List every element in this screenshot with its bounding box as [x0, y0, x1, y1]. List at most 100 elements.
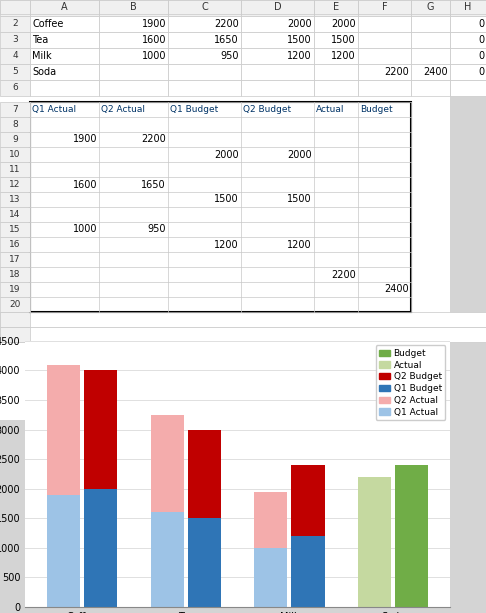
Bar: [314, 0, 358, 16]
Bar: [168, 80, 241, 96]
Bar: [0, 192, 30, 207]
Text: Q1 Actual: Q1 Actual: [32, 105, 76, 114]
Text: 1600: 1600: [72, 180, 97, 189]
Text: Budget: Budget: [413, 3, 448, 13]
Text: 1: 1: [12, 4, 18, 12]
Bar: [99, 64, 168, 80]
Bar: [47, 495, 80, 607]
Text: 1650: 1650: [214, 35, 239, 45]
Bar: [358, 32, 411, 48]
Bar: [358, 80, 411, 96]
Bar: [0, 16, 30, 32]
Text: E: E: [333, 2, 339, 12]
Bar: [241, 0, 314, 14]
Text: 1650: 1650: [141, 180, 166, 189]
Bar: [47, 365, 80, 495]
Bar: [450, 16, 486, 32]
Bar: [84, 489, 117, 607]
Text: 5: 5: [12, 67, 18, 77]
Bar: [314, 0, 358, 14]
Text: 4: 4: [12, 51, 18, 61]
Text: 2400: 2400: [384, 284, 409, 294]
Text: B: B: [130, 2, 137, 12]
Bar: [0, 282, 30, 297]
Bar: [241, 16, 314, 32]
Text: 1500: 1500: [287, 194, 312, 205]
Text: 1200: 1200: [214, 240, 239, 249]
Bar: [30, 0, 99, 16]
Text: Actual: Actual: [360, 3, 391, 13]
Bar: [84, 370, 117, 489]
Text: Q2 Budget: Q2 Budget: [243, 105, 291, 114]
Bar: [188, 430, 221, 518]
Bar: [241, 48, 314, 64]
Text: Axis: Axis: [452, 3, 472, 13]
Bar: [411, 0, 450, 14]
Bar: [450, 0, 486, 613]
Bar: [241, 64, 314, 80]
Text: 9: 9: [12, 135, 18, 144]
Text: 1000: 1000: [141, 51, 166, 61]
Text: 12: 12: [9, 180, 21, 189]
Text: 1600: 1600: [141, 35, 166, 45]
Bar: [99, 0, 168, 14]
Text: Q1 Budget: Q1 Budget: [170, 105, 218, 114]
Text: Q1 Actual: Q1 Actual: [101, 3, 149, 13]
Text: 15: 15: [9, 225, 21, 234]
Bar: [0, 267, 30, 282]
Bar: [0, 0, 486, 420]
Bar: [292, 536, 325, 607]
Bar: [254, 548, 287, 607]
Text: Actual: Actual: [316, 105, 345, 114]
Text: 2000: 2000: [287, 19, 312, 29]
Text: 7: 7: [12, 105, 18, 114]
Text: C: C: [201, 2, 208, 12]
Bar: [241, 32, 314, 48]
Bar: [0, 102, 30, 117]
Bar: [292, 465, 325, 536]
Text: Tea: Tea: [32, 35, 48, 45]
Bar: [30, 64, 99, 80]
Bar: [168, 0, 241, 16]
Text: 1500: 1500: [214, 194, 239, 205]
Text: Coffee: Coffee: [32, 19, 63, 29]
Text: A: A: [61, 2, 68, 12]
Text: 14: 14: [9, 210, 21, 219]
Text: 0: 0: [478, 51, 484, 61]
Bar: [99, 48, 168, 64]
Bar: [0, 48, 30, 64]
Bar: [411, 64, 450, 80]
Bar: [0, 327, 486, 342]
Text: 0: 0: [478, 35, 484, 45]
Bar: [0, 252, 30, 267]
Text: G: G: [427, 2, 434, 12]
Text: 2200: 2200: [214, 19, 239, 29]
Text: 1200: 1200: [287, 51, 312, 61]
Bar: [30, 80, 99, 96]
Text: 2200: 2200: [384, 67, 409, 77]
Bar: [411, 16, 450, 32]
Bar: [99, 32, 168, 48]
Bar: [0, 312, 486, 327]
Bar: [450, 64, 486, 80]
Text: 17: 17: [9, 255, 21, 264]
Text: 2: 2: [12, 20, 18, 28]
Bar: [168, 0, 241, 14]
Bar: [358, 64, 411, 80]
Bar: [0, 312, 30, 327]
Bar: [358, 48, 411, 64]
Bar: [99, 16, 168, 32]
Text: Q1 Budget: Q1 Budget: [243, 3, 295, 13]
Bar: [358, 16, 411, 32]
Bar: [99, 80, 168, 96]
Legend: Budget, Actual, Q2 Budget, Q1 Budget, Q2 Actual, Q1 Actual: Budget, Actual, Q2 Budget, Q1 Budget, Q2…: [376, 345, 446, 420]
Text: 1000: 1000: [72, 224, 97, 235]
Bar: [358, 477, 391, 607]
Text: Q2 Actual: Q2 Actual: [170, 3, 218, 13]
Bar: [151, 512, 184, 607]
Bar: [0, 64, 30, 80]
Bar: [314, 48, 358, 64]
Bar: [0, 80, 30, 96]
Text: 13: 13: [9, 195, 21, 204]
Text: Budget: Budget: [360, 105, 393, 114]
